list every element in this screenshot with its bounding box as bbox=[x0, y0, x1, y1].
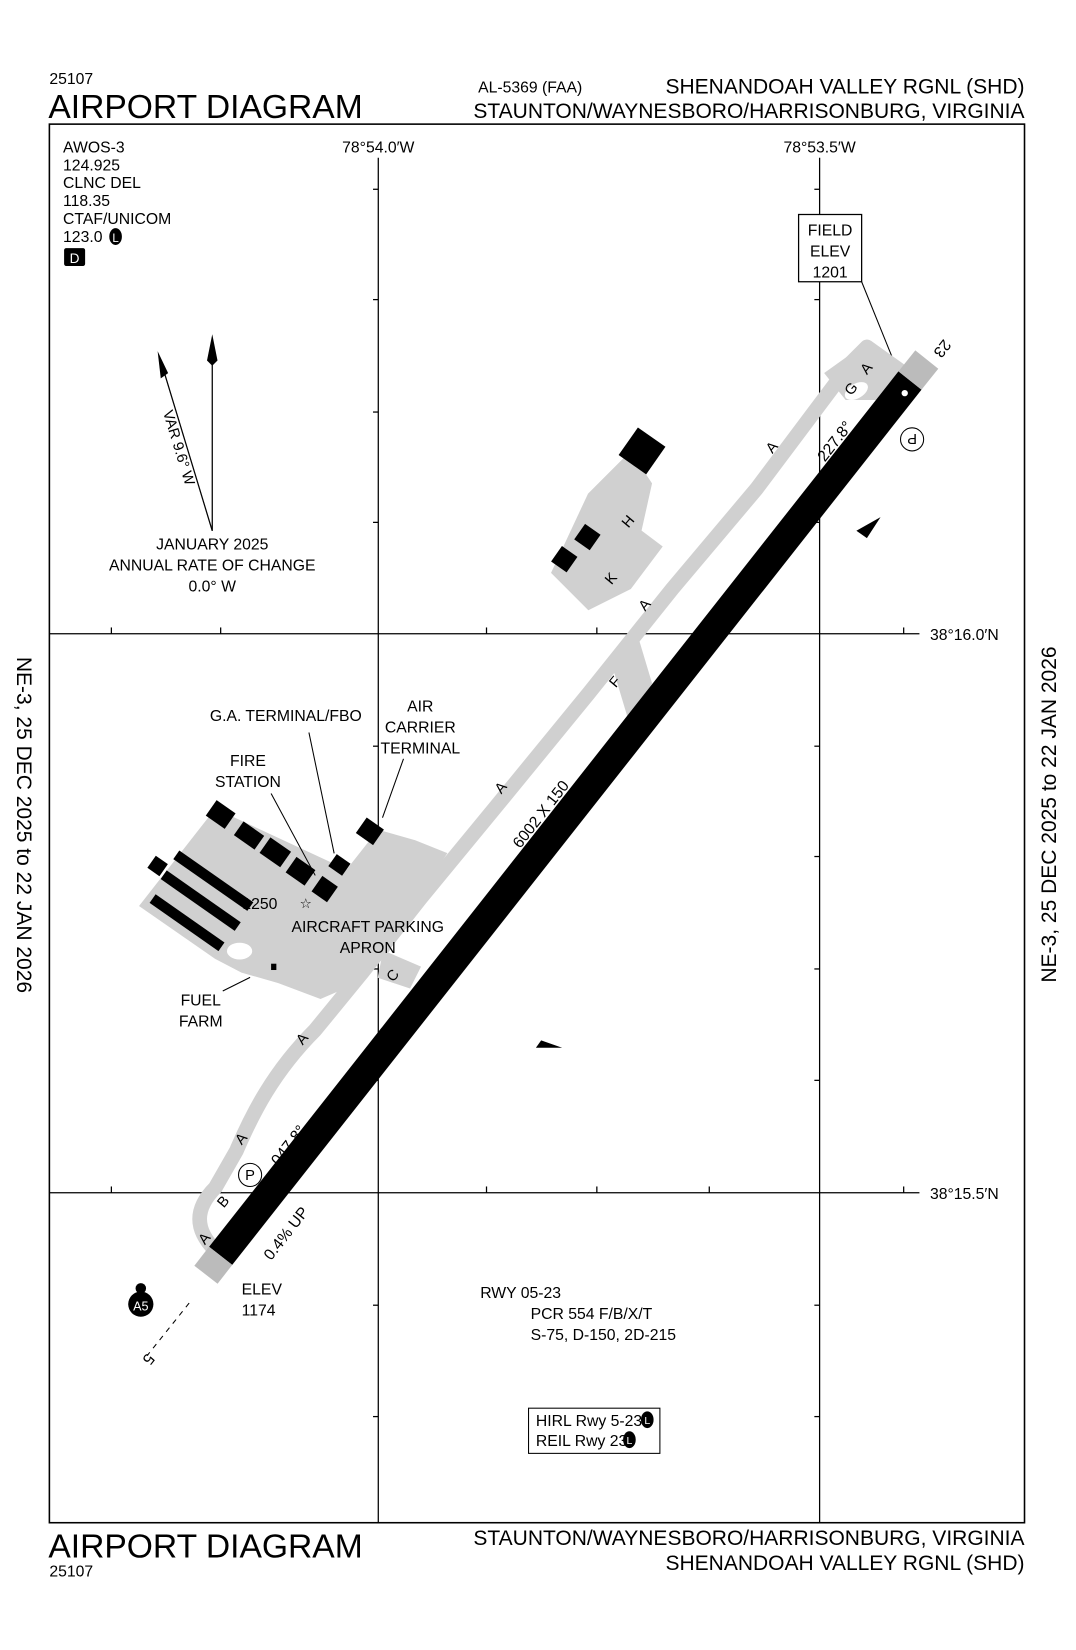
fire-station-building bbox=[311, 875, 338, 903]
svg-text:L: L bbox=[626, 1435, 632, 1447]
approach-light-icon: A5 bbox=[128, 1283, 154, 1317]
footer-airport-name: SHENANDOAH VALLEY RGNL (SHD) bbox=[665, 1552, 1024, 1575]
fire-station-label: FIRE bbox=[230, 753, 266, 770]
svg-text:P: P bbox=[907, 430, 917, 446]
comm-line: CTAF/UNICOM bbox=[63, 211, 171, 228]
taxiway-system bbox=[138, 339, 908, 1256]
city-state: STAUNTON/WAYNESBORO/HARRISONBURG, VIRGIN… bbox=[473, 100, 1024, 123]
true-north-arrow-icon bbox=[207, 334, 218, 366]
svg-text:D: D bbox=[70, 251, 80, 266]
runway-end-05: 5 bbox=[138, 1350, 157, 1368]
svg-text:HIRL Rwy 5-23: HIRL Rwy 5-23 bbox=[536, 1413, 642, 1430]
runway-05-23 bbox=[146, 350, 939, 1356]
lighting-box: HIRL Rwy 5-23 L REIL Rwy 23 L bbox=[528, 1407, 661, 1454]
d-atis-icon bbox=[64, 248, 86, 266]
tower-star-icon: ☆ bbox=[300, 896, 312, 911]
svg-text:CARRIER: CARRIER bbox=[385, 720, 456, 737]
footer-city-state: STAUNTON/WAYNESBORO/HARRISONBURG, VIRGIN… bbox=[473, 1527, 1024, 1550]
chart-title: AIRPORT DIAGRAM bbox=[48, 89, 362, 126]
rate-label: ANNUAL RATE OF CHANGE bbox=[109, 558, 316, 575]
rate-value: 0.0° W bbox=[189, 579, 237, 596]
threshold-elevation: 1174 bbox=[242, 1303, 276, 1320]
fuel-farm-label: FUEL bbox=[181, 993, 222, 1010]
tower-elevation: 1250 bbox=[242, 896, 277, 913]
svg-text:L: L bbox=[112, 233, 119, 245]
svg-text:FARM: FARM bbox=[179, 1014, 223, 1031]
lighting-icon bbox=[623, 1431, 636, 1449]
svg-text:A5: A5 bbox=[133, 1299, 148, 1313]
taxiway-c bbox=[377, 950, 422, 989]
footer-title: AIRPORT DIAGRAM bbox=[48, 1528, 362, 1565]
papi-icon: P P bbox=[238, 427, 925, 1187]
ga-terminal-label: G.A. TERMINAL/FBO bbox=[210, 708, 362, 725]
north-arrow: VAR 9.6° W JANUARY 2025 ANNUAL RATE OF C… bbox=[109, 334, 316, 596]
variation: VAR 9.6° W bbox=[159, 409, 197, 488]
effective-dates-left: NE-3, 25 DEC 2025 to 22 JAN 2026 bbox=[12, 657, 35, 993]
elev-label: ELEV bbox=[242, 1282, 283, 1299]
longitude-label: 78°53.5′W bbox=[783, 140, 855, 157]
remote-apron bbox=[551, 451, 663, 611]
svg-text:ELEV: ELEV bbox=[810, 244, 851, 261]
comms-block: AWOS-3 124.925 CLNC DEL 118.35 CTAF/UNIC… bbox=[63, 140, 171, 266]
apron-islands bbox=[226, 382, 868, 960]
runway-data: RWY 05-23 PCR 554 F/B/X/T S-75, D-150, 2… bbox=[480, 1285, 676, 1344]
procedure-id: AL-5369 (FAA) bbox=[478, 80, 582, 97]
air-carrier-label: AIR bbox=[407, 699, 433, 716]
epoch: JANUARY 2025 bbox=[156, 537, 269, 554]
air-carrier-terminal-building bbox=[355, 817, 384, 846]
field-elevation-box: FIELD ELEV 1201 bbox=[797, 213, 900, 376]
airport-name: SHENANDOAH VALLEY RGNL (SHD) bbox=[665, 76, 1024, 99]
ga-terminal-building bbox=[328, 854, 351, 876]
svg-text:S-75, D-150, 2D-215: S-75, D-150, 2D-215 bbox=[531, 1327, 677, 1344]
beacon-icon bbox=[535, 517, 881, 1048]
aircraft-parking-apron bbox=[138, 808, 448, 999]
longitude-label: 78°54.0′W bbox=[342, 140, 414, 157]
buildings bbox=[147, 427, 666, 971]
displaced-threshold-23 bbox=[898, 350, 939, 390]
latitude-label: 38°16.0′N bbox=[930, 627, 999, 644]
comm-line: 124.925 bbox=[63, 157, 120, 174]
svg-text:REIL Rwy 23: REIL Rwy 23 bbox=[536, 1433, 628, 1450]
effective-dates-right: NE-3, 25 DEC 2025 to 22 JAN 2026 bbox=[1038, 646, 1061, 982]
svg-text:FIELD: FIELD bbox=[808, 223, 853, 240]
chart-frame bbox=[48, 123, 1026, 1524]
comm-line: 118.35 bbox=[63, 193, 110, 210]
lighting-icon bbox=[640, 1411, 654, 1429]
apron-label: AIRCRAFT PARKING bbox=[291, 919, 444, 936]
lighting-icon bbox=[109, 228, 122, 245]
magnetic-north-arrow-icon bbox=[157, 351, 169, 379]
svg-text:1201: 1201 bbox=[813, 265, 848, 282]
approach-centerline bbox=[146, 1302, 190, 1356]
comm-line: 123.0 bbox=[63, 229, 103, 246]
comm-line: CLNC DEL bbox=[63, 175, 141, 192]
lat-lon-grid bbox=[49, 157, 920, 1523]
chart-number: 25107 bbox=[49, 71, 93, 88]
svg-text:STATION: STATION bbox=[215, 774, 281, 791]
latitude-label: 38°15.5′N bbox=[930, 1186, 999, 1203]
svg-text:RWY 05-23: RWY 05-23 bbox=[480, 1285, 561, 1302]
svg-text:P: P bbox=[245, 1168, 255, 1184]
svg-text:TERMINAL: TERMINAL bbox=[380, 741, 460, 758]
svg-text:APRON: APRON bbox=[340, 940, 396, 957]
displaced-threshold-05 bbox=[194, 1246, 233, 1284]
comm-line: AWOS-3 bbox=[63, 140, 125, 157]
svg-text:L: L bbox=[644, 1415, 650, 1427]
facility-labels: G.A. TERMINAL/FBO AIR CARRIER TERMINAL F… bbox=[179, 699, 461, 1031]
runway-end-23: 23 bbox=[930, 336, 954, 360]
footer-chart-number: 25107 bbox=[49, 1563, 93, 1580]
taxiway-labels: A A A A A A A B C F G H K bbox=[196, 360, 877, 1248]
svg-text:PCR 554 F/B/X/T: PCR 554 F/B/X/T bbox=[531, 1306, 653, 1323]
